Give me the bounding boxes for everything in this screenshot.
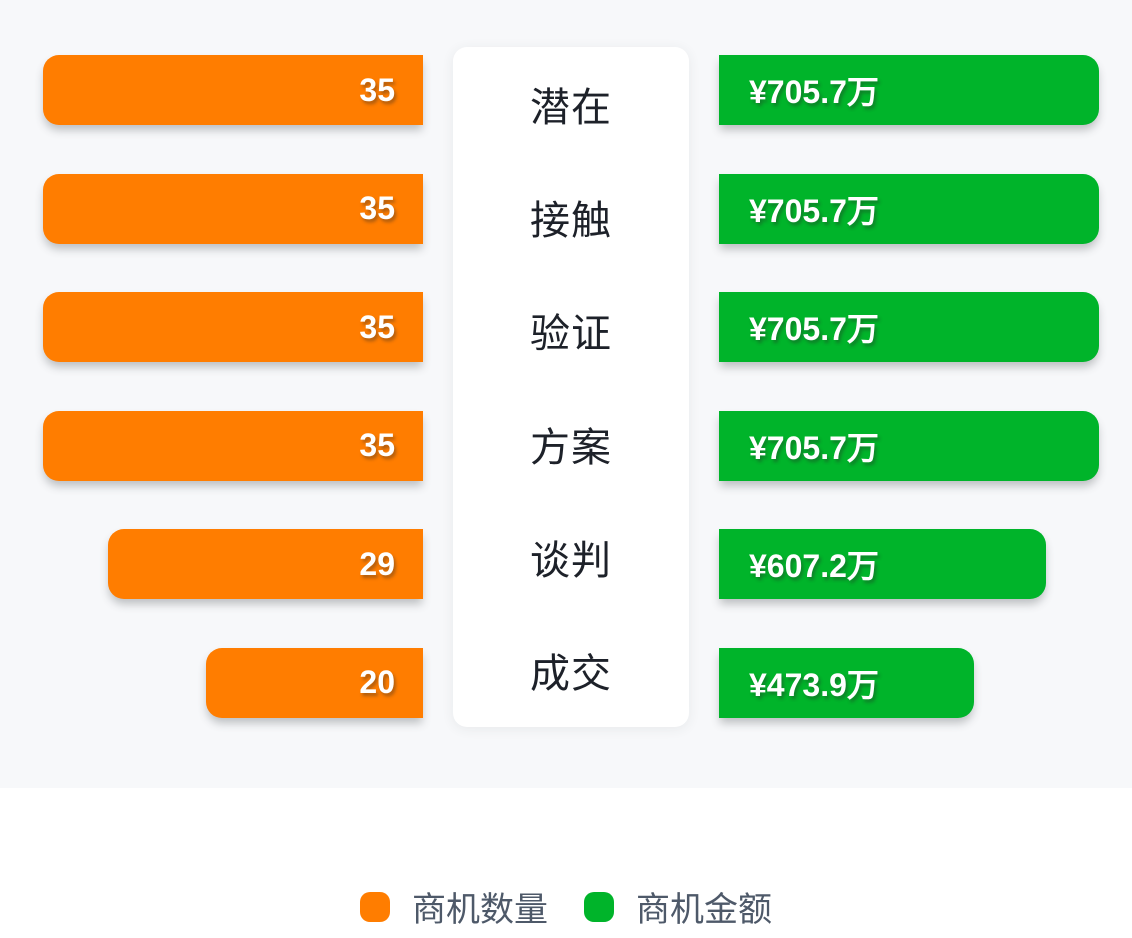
count-bar[interactable]: 35 [43,410,423,481]
amount-bar[interactable]: ¥705.7万 [719,292,1099,362]
count-bar[interactable]: 35 [43,173,423,244]
count-series-swatch-icon [360,891,390,922]
legend-label-count: 商机数量 [412,891,548,929]
stage-label: 成交 [530,652,612,697]
amount-value: ¥473.9万 [749,666,879,703]
count-value: 35 [359,308,395,345]
amount-value: ¥705.7万 [749,192,879,229]
amount-value: ¥705.7万 [749,74,879,110]
count-value: 35 [359,427,395,463]
stage-label: 谈判 [530,538,612,583]
stage-label: 方案 [530,425,612,470]
stage-label: 验证 [530,312,612,357]
amount-bar-column: ¥705.7万 ¥705.7万 ¥705.7万 ¥705.7万 ¥607.2万 … [719,55,1099,718]
stage-label: 接触 [530,198,612,243]
legend-item-amount[interactable]: 商机金额 [584,882,772,931]
amount-bar[interactable]: ¥473.9万 [719,647,974,718]
amount-bar[interactable]: ¥705.7万 [719,55,1099,125]
count-value: 35 [359,71,395,108]
chart-legend: 商机数量 商机金额 [0,882,1132,931]
amount-series-swatch-icon [584,891,614,922]
count-value: 20 [359,664,395,700]
count-bar-column: 35 35 35 35 29 20 [43,55,423,718]
count-bar[interactable]: 35 [43,292,423,362]
count-bar[interactable]: 20 [206,647,423,718]
amount-bar[interactable]: ¥705.7万 [719,173,1099,244]
legend-label-amount: 商机金额 [636,891,772,929]
count-bar[interactable]: 35 [43,55,423,125]
amount-bar[interactable]: ¥705.7万 [719,410,1099,481]
count-bar[interactable]: 29 [108,529,423,599]
stage-label-card: 潜在 接触 验证 方案 谈判 成交 [453,47,689,727]
amount-value: ¥705.7万 [749,429,879,466]
legend-item-count[interactable]: 商机数量 [360,882,548,931]
amount-value: ¥705.7万 [749,311,879,347]
amount-value: ¥607.2万 [749,548,879,584]
count-value: 35 [359,190,395,226]
amount-bar[interactable]: ¥607.2万 [719,529,1046,599]
count-value: 29 [359,545,395,582]
stage-label: 潜在 [530,85,612,130]
